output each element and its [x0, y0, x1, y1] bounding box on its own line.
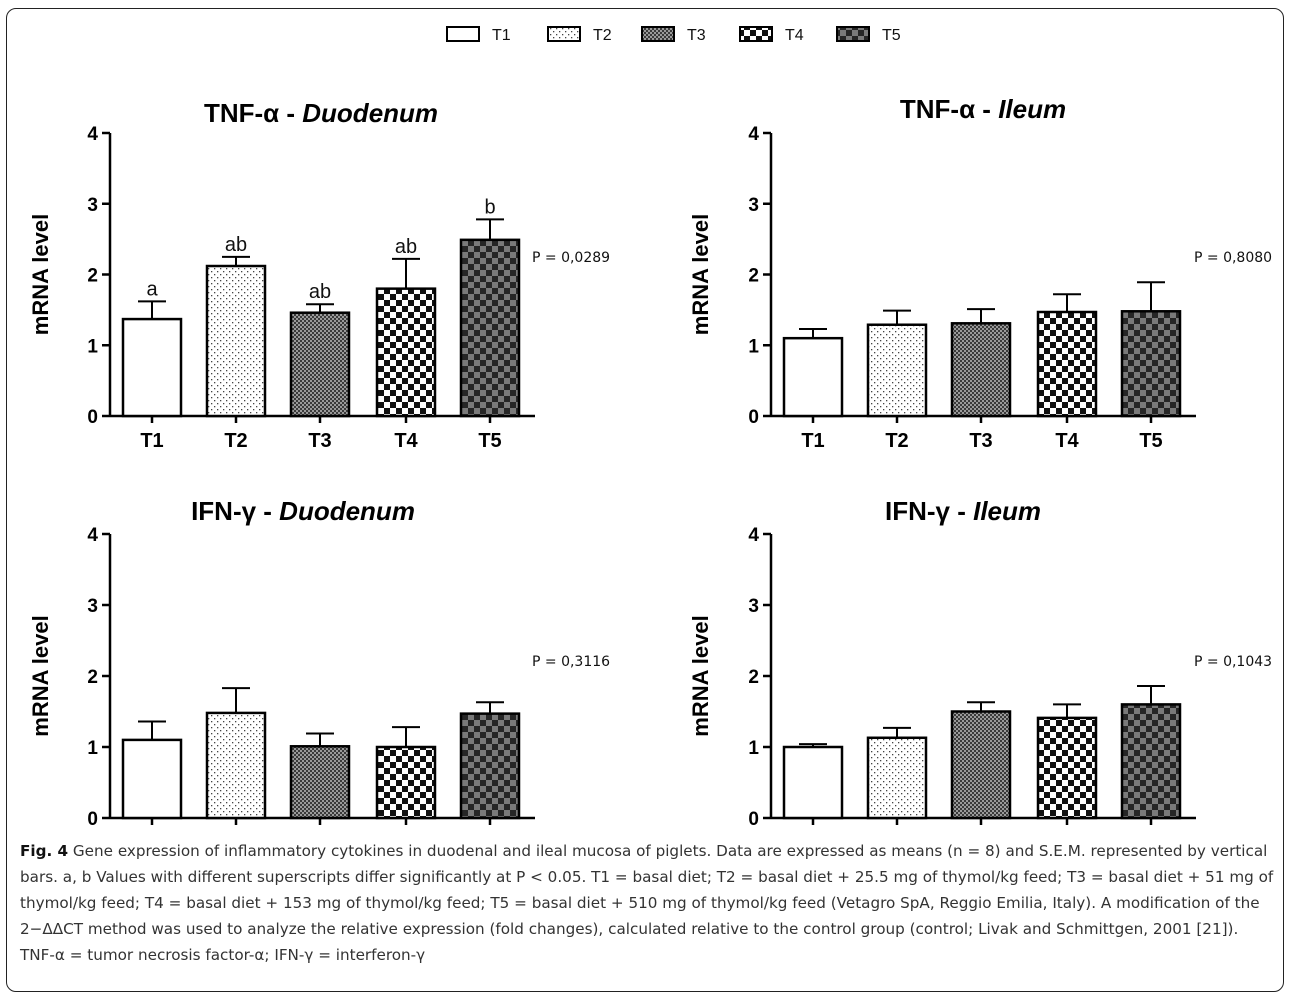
y-tick-label: 0	[748, 407, 759, 428]
chart-title-emphasis: Duodenum	[302, 98, 438, 128]
bar-t1	[121, 317, 183, 418]
significance-letter: ab	[309, 281, 331, 303]
bar-t5	[1120, 703, 1182, 820]
significance-letter: b	[484, 196, 495, 218]
x-tick-label: T3	[308, 430, 331, 452]
bar-t2	[205, 711, 267, 820]
bar-t3	[289, 745, 351, 820]
y-tick-label: 4	[748, 124, 759, 145]
x-tick-label: T5	[478, 430, 501, 452]
y-tick-label: 2	[87, 266, 98, 287]
x-tick-label: T2	[885, 430, 908, 452]
legend-swatch-t1	[446, 26, 480, 42]
y-axis-label: mRNA level	[28, 214, 53, 335]
bar-t2	[205, 264, 267, 418]
p-value: P = 0,0289	[532, 250, 610, 266]
legend-swatch-t2	[547, 26, 581, 42]
bar-t5	[459, 712, 521, 820]
chart-title-emphasis: Duodenum	[279, 496, 415, 526]
bar-t2	[866, 736, 928, 820]
p-value: P = 0,3116	[532, 654, 610, 670]
legend-swatch-t4	[739, 26, 773, 42]
x-tick-label: T1	[801, 430, 824, 452]
chart-tnf-duodenum: TNF-α - Duodenum mRNA level 0 1 2 3 4 T1 a T2 ab T3…	[28, 98, 610, 452]
legend-label-t2: T2	[593, 27, 612, 44]
bar-t1	[121, 738, 183, 820]
y-axis-label: mRNA level	[688, 615, 713, 736]
y-tick-label: 3	[87, 195, 98, 216]
x-tick-label: T4	[1055, 430, 1079, 452]
p-value: P = 0,1043	[1194, 654, 1272, 670]
y-tick-label: 1	[87, 738, 98, 759]
chart-title-prefix: TNF-α -	[204, 98, 302, 128]
legend-swatch-t3	[641, 26, 675, 42]
bar-t4	[1036, 716, 1098, 820]
y-axis-label: mRNA level	[28, 615, 53, 736]
y-tick-label: 4	[87, 525, 98, 546]
chart-title-prefix: IFN-γ -	[885, 496, 973, 526]
y-tick-label: 2	[748, 266, 759, 287]
figure-canvas: T1 T2 T3 T4 T5 TNF-α - Duodenum mRNA level 0 1 2…	[28, 26, 1272, 830]
y-tick-label: 4	[748, 525, 759, 546]
chart-title-emphasis: Ileum	[998, 94, 1066, 124]
bar-t2	[866, 323, 928, 418]
y-tick-label: 1	[87, 336, 98, 357]
x-tick-label: T5	[1139, 430, 1162, 452]
bar-t3	[950, 710, 1012, 820]
chart-title: IFN-γ - Duodenum	[191, 496, 415, 526]
caption-text: Gene expression of inflammatory cytokine…	[20, 842, 1274, 964]
significance-letter: a	[146, 278, 158, 300]
bar-t4	[1036, 310, 1098, 418]
bar-t1	[782, 336, 844, 418]
y-axis-label: mRNA level	[688, 214, 713, 335]
legend-label-t5: T5	[882, 27, 901, 44]
y-tick-label: 3	[748, 195, 759, 216]
y-tick-label: 3	[87, 596, 98, 617]
bar-t5	[459, 238, 521, 418]
figure-frame	[6, 8, 1284, 992]
y-tick-label: 2	[748, 667, 759, 688]
caption-label: Fig. 4	[20, 842, 69, 860]
chart-title: TNF-α - Duodenum	[204, 98, 438, 128]
y-tick-label: 0	[87, 407, 98, 428]
chart-title-prefix: IFN-γ -	[191, 496, 279, 526]
figure-caption: Fig. 4 Gene expression of inflammatory c…	[20, 838, 1275, 968]
y-tick-label: 1	[748, 738, 759, 759]
significance-letter: ab	[225, 234, 247, 256]
legend-label-t1: T1	[492, 27, 511, 44]
x-tick-label: T3	[969, 430, 992, 452]
p-value: P = 0,8080	[1194, 250, 1272, 266]
y-tick-label: 0	[748, 809, 759, 830]
bar-t5	[1120, 310, 1182, 418]
chart-title-emphasis: Ileum	[973, 496, 1041, 526]
legend: T1 T2 T3 T4 T5	[446, 26, 901, 44]
legend-label-t3: T3	[687, 27, 706, 44]
bar-t3	[289, 311, 351, 418]
chart-title: TNF-α - Ileum	[900, 94, 1066, 124]
x-tick-label: T1	[140, 430, 163, 452]
legend-label-t4: T4	[785, 27, 804, 44]
y-tick-label: 1	[748, 336, 759, 357]
legend-swatch-t5	[836, 26, 870, 42]
y-tick-label: 0	[87, 809, 98, 830]
significance-letter: ab	[395, 236, 417, 258]
bar-t3	[950, 322, 1012, 418]
y-tick-label: 4	[87, 124, 98, 145]
x-tick-label: T2	[224, 430, 247, 452]
chart-title: IFN-γ - Ileum	[885, 496, 1041, 526]
bar-t1	[782, 745, 844, 820]
chart-title-prefix: TNF-α -	[900, 94, 998, 124]
x-tick-label: T4	[394, 430, 418, 452]
bar-t4	[375, 745, 437, 820]
y-tick-label: 2	[87, 667, 98, 688]
y-tick-label: 3	[748, 596, 759, 617]
chart-tnf-ileum: TNF-α - Ileum mRNA level 0 1 2 3 4 T1 T2 T3 T4 T5 P …	[688, 94, 1272, 452]
bar-t4	[375, 287, 437, 418]
